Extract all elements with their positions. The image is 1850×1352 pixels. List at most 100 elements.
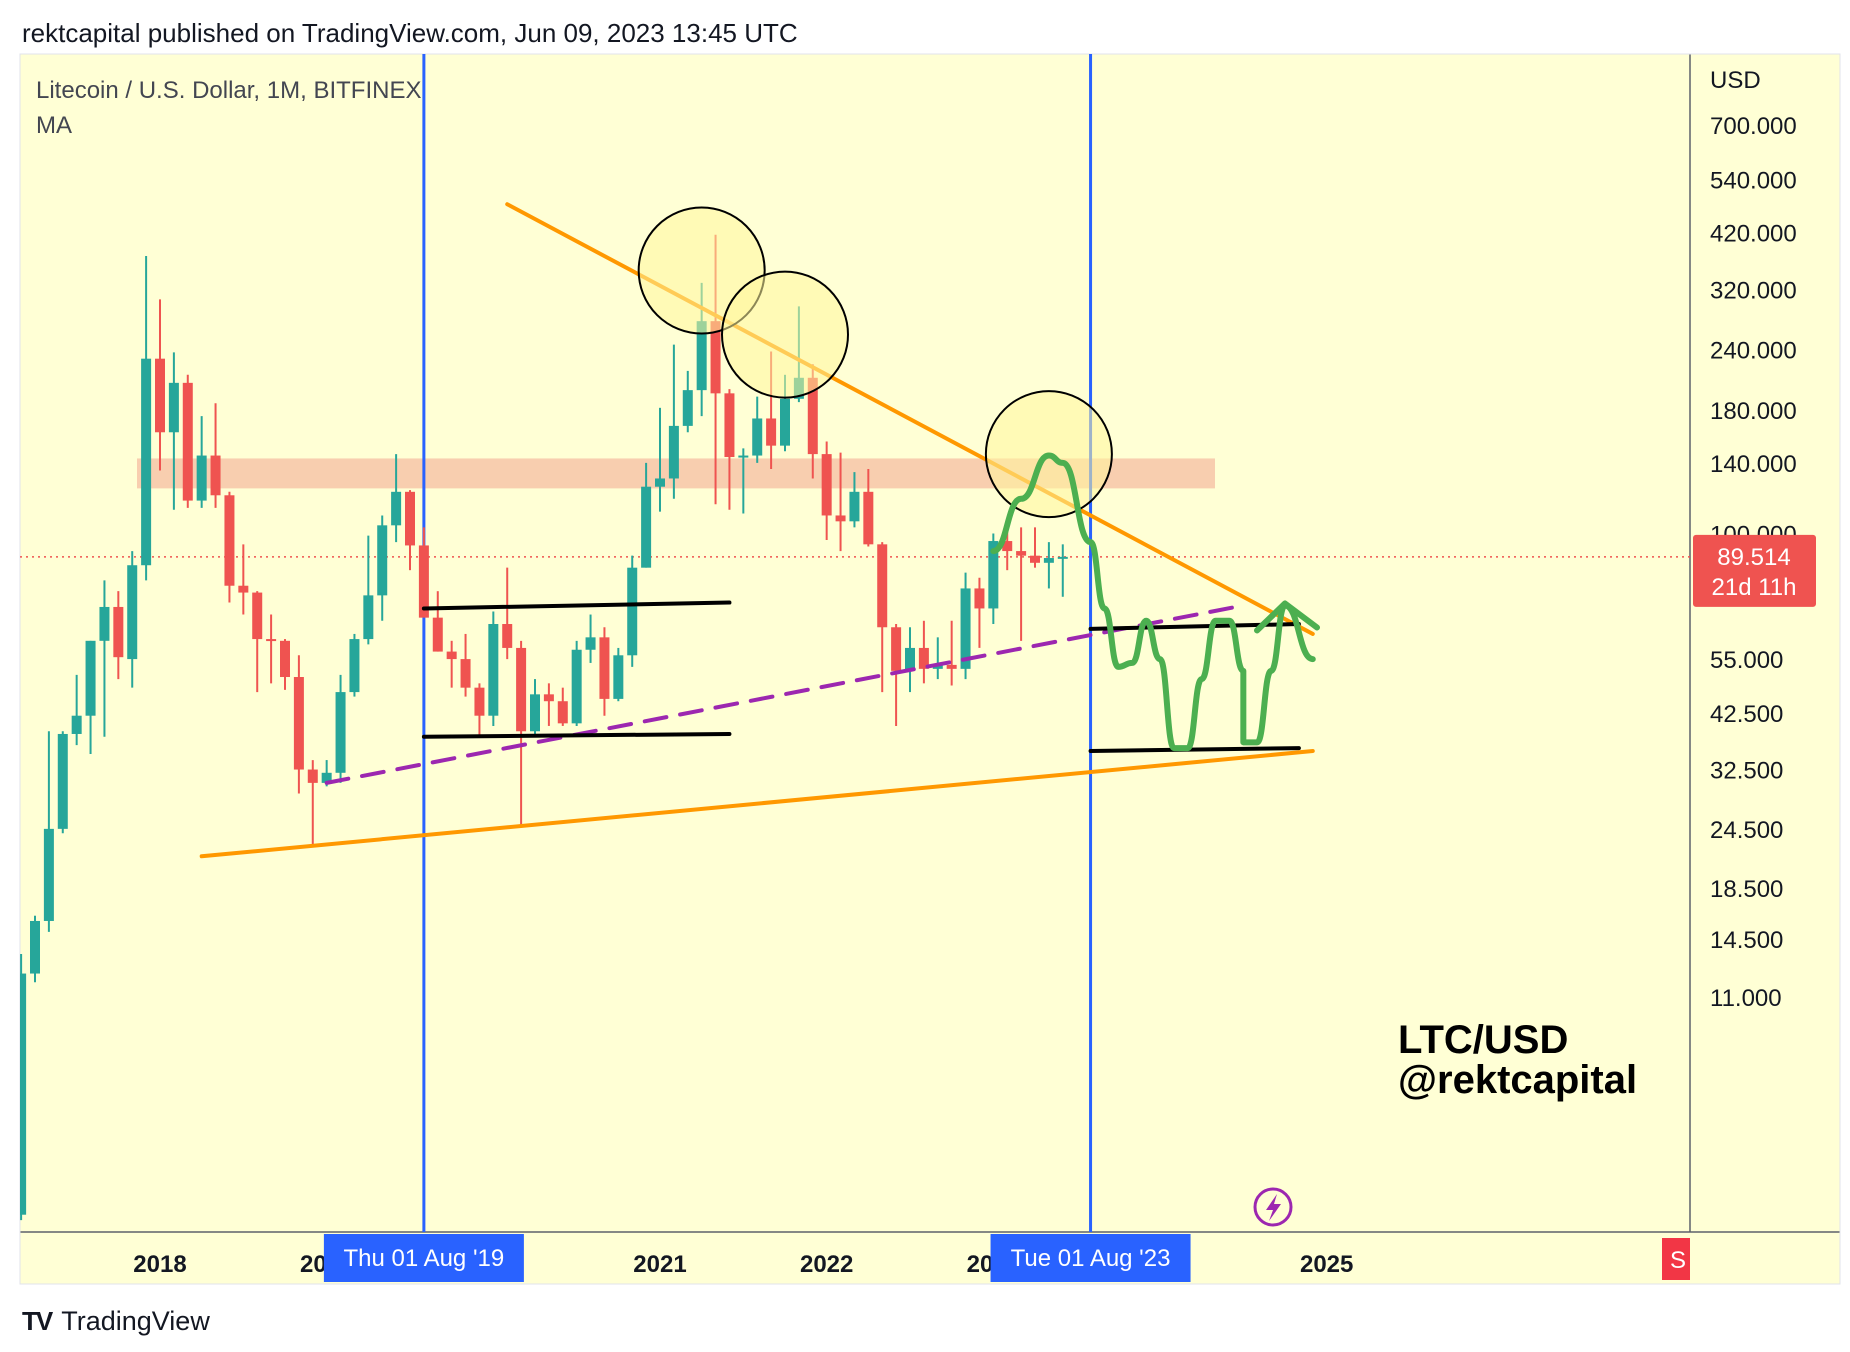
footer-brand[interactable]: TV TradingView — [22, 1306, 210, 1337]
support-trendline-dashed[interactable] — [324, 603, 1246, 785]
candle[interactable] — [488, 611, 499, 726]
candle[interactable] — [599, 627, 610, 716]
candle[interactable] — [224, 491, 235, 603]
candle[interactable] — [863, 469, 874, 547]
projected-price-path[interactable] — [990, 452, 1316, 752]
candle[interactable] — [418, 527, 429, 618]
lightning-icon[interactable] — [1253, 1187, 1293, 1227]
candle-body — [599, 637, 610, 699]
candle[interactable] — [155, 299, 165, 471]
candle[interactable] — [196, 416, 207, 508]
candle[interactable] — [377, 515, 388, 621]
candle[interactable] — [252, 591, 263, 693]
candle[interactable] — [141, 256, 152, 581]
candle[interactable] — [946, 620, 957, 686]
candle[interactable] — [682, 370, 693, 433]
projected-range-bottom[interactable] — [1088, 746, 1301, 754]
candle[interactable] — [974, 577, 985, 648]
chart-frame — [19, 53, 1841, 1285]
candle[interactable] — [1030, 527, 1040, 568]
candle[interactable] — [16, 954, 27, 1221]
candle[interactable] — [238, 544, 249, 615]
candle[interactable] — [613, 647, 624, 702]
y-tick-label: 700.000 — [1710, 113, 1797, 140]
candle[interactable] — [641, 462, 652, 568]
candle[interactable] — [293, 655, 304, 794]
candle[interactable] — [877, 542, 888, 693]
ascending-trendline[interactable] — [199, 749, 1315, 859]
candle[interactable] — [738, 448, 749, 514]
candle[interactable] — [266, 614, 277, 684]
candle[interactable] — [932, 637, 943, 680]
candle[interactable] — [960, 572, 971, 680]
candle[interactable] — [1057, 544, 1068, 597]
candle[interactable] — [210, 403, 221, 508]
candle[interactable] — [585, 614, 596, 663]
candle[interactable] — [668, 344, 679, 499]
candle[interactable] — [307, 760, 318, 847]
range-bottom-line[interactable] — [421, 731, 732, 739]
candle[interactable] — [849, 472, 860, 528]
candle[interactable] — [349, 633, 360, 697]
watermark-pair: LTC/USD — [1398, 1018, 1568, 1062]
x-tick-label: 2025 — [1300, 1251, 1353, 1278]
range-top-line[interactable] — [421, 600, 732, 611]
marker-labels: Thu 01 Aug '19 Tue 01 Aug '23 — [323, 1234, 1191, 1282]
candle[interactable] — [57, 731, 68, 834]
candle[interactable] — [752, 396, 763, 463]
candle[interactable] — [918, 620, 929, 684]
candle[interactable] — [432, 591, 443, 652]
candle[interactable] — [571, 640, 582, 726]
candle[interactable] — [168, 352, 179, 510]
candle[interactable] — [71, 674, 82, 746]
y-tick-label: 320.000 — [1710, 277, 1797, 304]
candle[interactable] — [391, 454, 402, 543]
candle[interactable] — [627, 555, 638, 667]
candle[interactable] — [543, 683, 554, 726]
y-tick-label: 420.000 — [1710, 220, 1797, 247]
candle[interactable] — [2, 1189, 12, 1225]
candle-body — [280, 640, 290, 678]
candle[interactable] — [113, 591, 124, 680]
time-axis-area[interactable] — [20, 1232, 1840, 1284]
candle[interactable] — [43, 731, 54, 932]
candle[interactable] — [502, 567, 513, 660]
candle[interactable] — [821, 441, 832, 540]
candle[interactable] — [99, 580, 110, 737]
candle-body — [877, 544, 888, 628]
candle[interactable] — [724, 389, 735, 510]
candle[interactable] — [557, 687, 568, 726]
candle-body — [946, 664, 957, 669]
y-tick-label: 42.500 — [1710, 701, 1783, 728]
candle[interactable] — [182, 374, 193, 508]
candle-body — [113, 606, 124, 658]
candle[interactable] — [363, 535, 374, 645]
candle[interactable] — [1016, 527, 1027, 641]
candle-body — [155, 358, 165, 433]
candle-body — [293, 677, 304, 770]
rejection-circle[interactable] — [721, 270, 849, 399]
candle[interactable] — [280, 639, 290, 690]
candle-body — [932, 664, 943, 669]
candle[interactable] — [905, 627, 915, 693]
candle[interactable] — [655, 407, 665, 512]
candle[interactable] — [1043, 542, 1054, 589]
candle-body — [696, 321, 707, 391]
candle[interactable] — [516, 640, 527, 825]
candle-body — [488, 624, 499, 716]
candle[interactable] — [405, 490, 415, 571]
brand-name: TradingView — [61, 1306, 210, 1336]
candle[interactable] — [30, 915, 40, 983]
candle[interactable] — [85, 640, 96, 754]
candle[interactable] — [335, 674, 346, 783]
price-axis-area[interactable] — [1690, 54, 1840, 1232]
candle[interactable] — [530, 679, 540, 737]
candle[interactable] — [446, 640, 457, 688]
candle[interactable] — [891, 624, 902, 726]
candle[interactable] — [474, 683, 485, 737]
candle[interactable] — [460, 633, 471, 697]
candle[interactable] — [835, 452, 846, 552]
candle-layer — [2, 234, 1068, 1225]
candle[interactable] — [127, 551, 138, 688]
